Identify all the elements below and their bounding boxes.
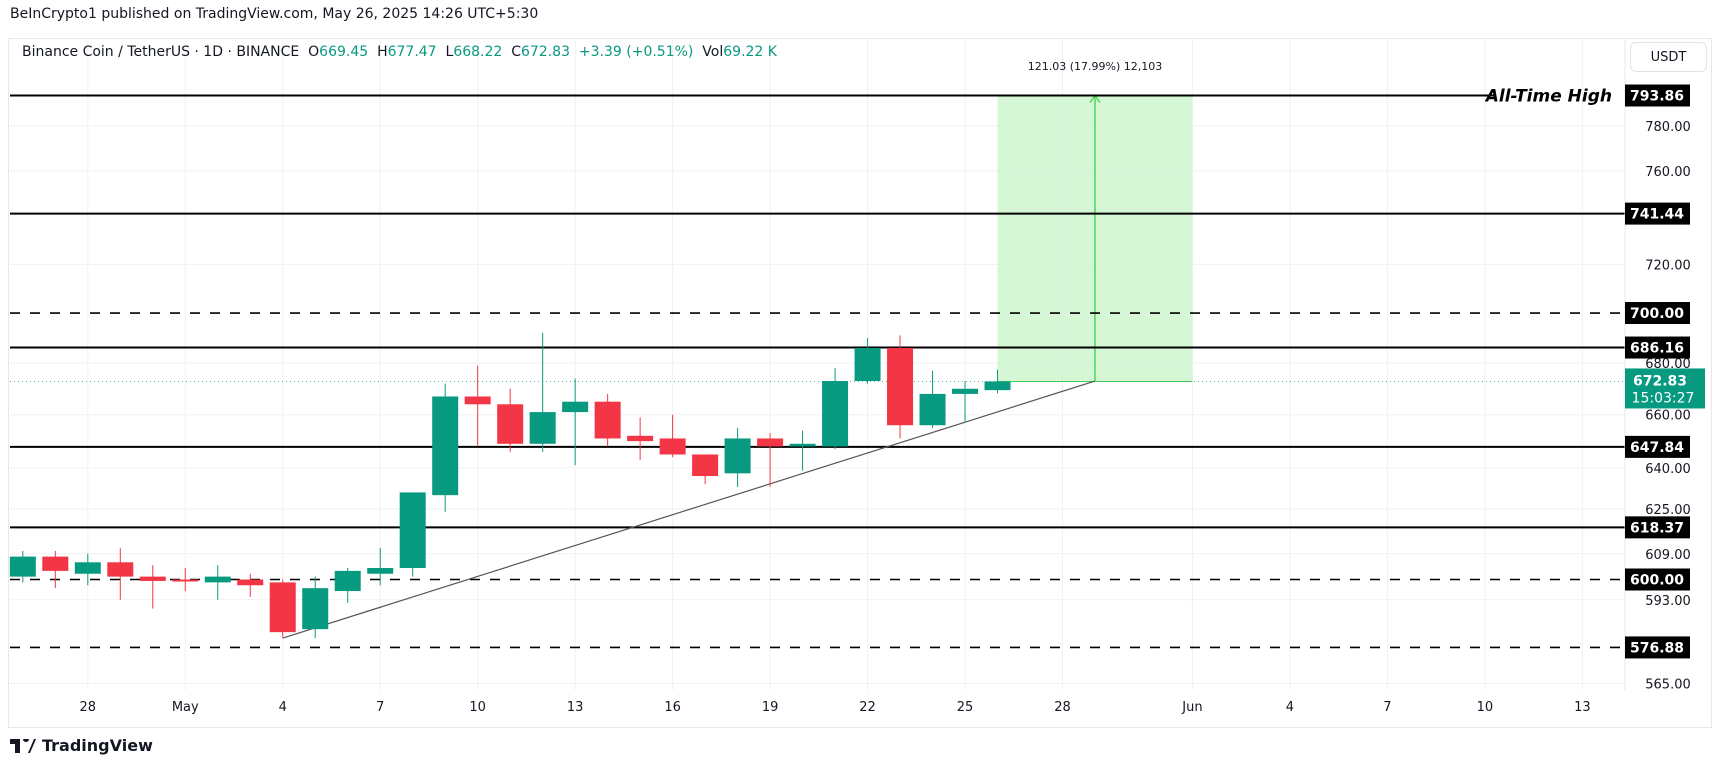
price-tick: 760.00 xyxy=(1645,165,1691,180)
level-price-badge xyxy=(1625,202,1690,225)
level-price-label: 686.16 xyxy=(1630,341,1684,357)
symbol-name[interactable]: Binance Coin / TetherUS · 1D · BINANCE xyxy=(22,44,300,60)
symbol-legend: Binance Coin / TetherUS · 1D · BINANCE O… xyxy=(22,44,777,60)
date-tick: Jun xyxy=(1181,700,1202,715)
candle-body xyxy=(854,347,881,382)
candle-body xyxy=(562,401,589,413)
candle-body xyxy=(237,579,264,586)
target-measure-label: 121.03 (17.99%) 12,103 xyxy=(1028,60,1163,73)
level-price-badge xyxy=(1625,302,1690,325)
candle-body xyxy=(529,412,556,444)
candle-body xyxy=(594,401,621,439)
high-label: H xyxy=(377,44,388,60)
price-tick: 593.00 xyxy=(1645,594,1691,609)
candle-body xyxy=(887,347,914,426)
level-price-badge xyxy=(1625,84,1690,107)
level-price-label: 618.37 xyxy=(1630,520,1684,536)
open-value: 669.45 xyxy=(319,44,369,60)
tradingview-logo: TradingView xyxy=(10,736,153,755)
candle-body xyxy=(497,404,524,444)
candle-body xyxy=(269,582,296,633)
date-tick: 28 xyxy=(80,700,97,715)
candle-body xyxy=(432,396,459,496)
level-price-badge xyxy=(1625,516,1690,539)
volume-label: Vol xyxy=(702,44,724,60)
candle-body xyxy=(302,588,329,630)
date-tick: 25 xyxy=(957,700,974,715)
level-price-badge xyxy=(1625,568,1690,591)
close-label: C xyxy=(511,44,521,60)
volume-value: 69.22 K xyxy=(723,44,777,60)
date-tick: 13 xyxy=(1574,700,1591,715)
date-tick: 28 xyxy=(1054,700,1071,715)
candle-body xyxy=(172,579,199,582)
level-price-label: 647.84 xyxy=(1630,440,1684,456)
ath-label: All-Time High xyxy=(1484,87,1612,107)
date-tick: 10 xyxy=(1477,700,1494,715)
date-tick: 16 xyxy=(664,700,681,715)
candle-body xyxy=(919,393,946,426)
candle-body xyxy=(204,576,231,583)
date-tick: 13 xyxy=(567,700,584,715)
candle-body xyxy=(692,454,719,477)
date-tick: 10 xyxy=(469,700,486,715)
price-tick: 609.00 xyxy=(1645,548,1691,563)
high-value: 677.47 xyxy=(387,44,437,60)
date-tick: 7 xyxy=(1383,700,1391,715)
candle-body xyxy=(334,570,361,592)
candle-body xyxy=(74,562,101,574)
date-tick: May xyxy=(172,700,199,715)
candle-body xyxy=(42,556,69,571)
price-tick: 625.00 xyxy=(1645,503,1691,518)
current-price-badge xyxy=(1625,368,1705,409)
candle-body xyxy=(952,388,979,394)
level-price-badge xyxy=(1625,336,1690,359)
countdown-label: 15:03:27 xyxy=(1632,390,1695,406)
tradingview-logo-icon xyxy=(10,738,36,753)
change-value: +3.39 (+0.51%) xyxy=(578,44,694,60)
trendline xyxy=(282,380,1096,639)
candle-body xyxy=(659,438,686,455)
candle-body xyxy=(139,576,166,581)
current-price-label: 672.83 xyxy=(1633,373,1687,389)
candle-body xyxy=(399,492,426,569)
date-tick: 4 xyxy=(279,700,287,715)
low-value: 668.22 xyxy=(453,44,503,60)
low-label: L xyxy=(445,44,454,60)
level-price-label: 741.44 xyxy=(1630,207,1684,223)
candle-body xyxy=(984,381,1011,391)
candle-body xyxy=(9,556,36,577)
level-price-badge xyxy=(1625,435,1690,458)
price-tick: 660.00 xyxy=(1645,409,1691,424)
footer-logo-text: TradingView xyxy=(42,736,153,755)
candle-body xyxy=(757,438,784,447)
price-tick: 640.00 xyxy=(1645,462,1691,477)
candle-body xyxy=(822,381,849,447)
level-price-label: 576.88 xyxy=(1630,640,1684,656)
price-tick: 780.00 xyxy=(1645,120,1691,135)
price-tick: 720.00 xyxy=(1645,258,1691,273)
date-tick: 7 xyxy=(376,700,384,715)
candle-body xyxy=(789,443,816,447)
date-tick: 22 xyxy=(859,700,876,715)
level-price-badge xyxy=(1625,636,1690,659)
level-price-label: 793.86 xyxy=(1630,89,1684,105)
price-tick: 565.00 xyxy=(1645,677,1691,692)
candle-body xyxy=(627,435,654,442)
date-tick: 4 xyxy=(1286,700,1294,715)
level-price-label: 600.00 xyxy=(1630,572,1684,588)
chart-frame xyxy=(8,38,1712,728)
date-tick: 19 xyxy=(762,700,779,715)
currency-button[interactable]: USDT xyxy=(1630,42,1707,72)
candle-body xyxy=(724,438,751,474)
candle-body xyxy=(107,562,134,577)
level-price-label: 700.00 xyxy=(1630,306,1684,322)
publisher-line: BeInCrypto1 published on TradingView.com… xyxy=(10,6,539,22)
price-tick: 680.00 xyxy=(1645,357,1691,372)
close-value: 672.83 xyxy=(521,44,570,60)
candle-body xyxy=(367,568,394,574)
candle-body xyxy=(464,396,491,405)
open-label: O xyxy=(308,44,320,60)
